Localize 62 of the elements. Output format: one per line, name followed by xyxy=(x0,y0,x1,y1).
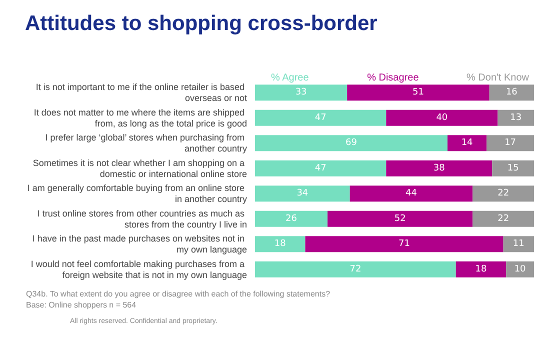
bar xyxy=(492,160,534,176)
y-tick-label: I have in the past made purchases on websites not in my own language xyxy=(32,234,247,255)
bar xyxy=(347,84,490,101)
bar xyxy=(498,110,534,126)
data-label: 15 xyxy=(507,163,519,174)
data-label: 52 xyxy=(394,214,406,224)
text: Q34b. To what extent do you agree or disagree with each of the following statements? xyxy=(26,290,331,298)
bar xyxy=(456,261,506,278)
y-tick-label: Sometimes it is not clear whether I am shopping on a domestic or international online store xyxy=(32,158,247,179)
bar xyxy=(255,110,386,126)
bar xyxy=(448,135,487,152)
y-tick-label: It is not important to me if the online retailer is based overseas or not xyxy=(36,82,248,104)
y-tick-label: I would not feel comfortable making purchases from a foreign website that is not in my own language xyxy=(30,258,247,280)
bar xyxy=(255,261,456,278)
data-label: 47 xyxy=(314,163,326,174)
data-label: 40 xyxy=(436,112,448,123)
bar xyxy=(255,84,348,101)
bar xyxy=(255,186,350,202)
bar xyxy=(328,210,473,227)
y-tick-label: I trust online stores from other countries as much as stores from the country I live in xyxy=(37,208,247,230)
data-label: 26 xyxy=(286,214,298,224)
bar xyxy=(472,186,534,202)
bar xyxy=(255,210,328,227)
bar xyxy=(472,210,534,227)
bar xyxy=(255,135,448,152)
y-tick-label: I prefer large ‘global’ stores when purchasing from another country xyxy=(45,132,248,154)
bar xyxy=(255,160,386,176)
bar xyxy=(503,236,534,252)
data-label: 71 xyxy=(398,239,410,250)
data-label: 18 xyxy=(274,239,286,250)
data-label: 22 xyxy=(498,214,510,224)
data-label: 69 xyxy=(346,138,358,148)
data-label: 17 xyxy=(504,138,516,148)
bar xyxy=(486,135,534,152)
series-label: % Disagree xyxy=(367,72,420,84)
bar xyxy=(506,261,534,278)
data-label: 51 xyxy=(412,88,424,98)
data-label: 16 xyxy=(506,88,518,98)
bar xyxy=(489,84,534,101)
data-label: 72 xyxy=(350,264,362,274)
y-tick-label: I am generally comfortable buying from an online store in another country xyxy=(27,183,248,204)
bar xyxy=(255,236,306,252)
data-label: 14 xyxy=(461,138,474,148)
data-label: 13 xyxy=(510,112,522,123)
series-label: % Don't Know xyxy=(466,72,530,84)
data-label: 18 xyxy=(475,264,487,274)
data-label: 33 xyxy=(295,88,307,98)
y-tick-label: It does not matter to me where the items are shipped from, as long as the total price is good xyxy=(34,107,247,128)
data-label: 34 xyxy=(296,188,308,199)
data-label: 10 xyxy=(514,264,526,274)
bar xyxy=(305,236,504,252)
data-label: 44 xyxy=(406,188,418,199)
series-label: % Agree xyxy=(271,72,310,84)
data-label: 38 xyxy=(433,163,446,174)
data-label: 47 xyxy=(314,112,326,123)
bar xyxy=(386,160,492,176)
chart-title: Attitudes to shopping cross-border xyxy=(25,12,378,35)
text: Base: Online shoppers n = 564 xyxy=(26,300,137,310)
data-label: 11 xyxy=(512,239,524,250)
bar xyxy=(350,186,473,202)
bar xyxy=(386,110,498,126)
data-label: 22 xyxy=(498,188,510,199)
